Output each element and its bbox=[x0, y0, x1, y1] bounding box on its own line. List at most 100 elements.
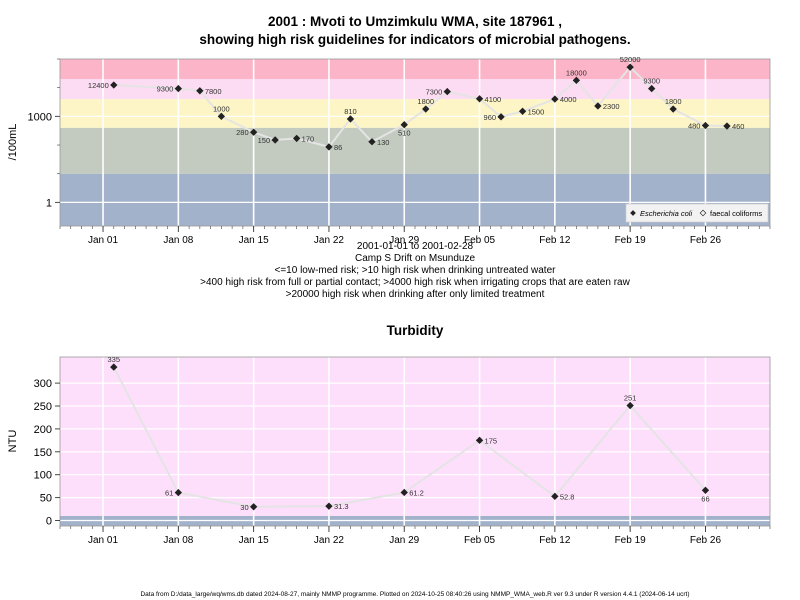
x-tick-label: Jan 29 bbox=[389, 535, 419, 546]
data-label: 52.8 bbox=[560, 492, 575, 501]
y-axis-label: /100mL bbox=[7, 124, 19, 161]
x-tick-label: Jan 15 bbox=[239, 235, 269, 246]
data-point bbox=[572, 76, 581, 85]
data-point bbox=[196, 87, 204, 95]
data-label: 130 bbox=[377, 138, 390, 147]
data-label: 7800 bbox=[205, 87, 222, 96]
data-label: 335 bbox=[108, 355, 121, 364]
data-point bbox=[422, 105, 430, 113]
x-tick-label: Feb 19 bbox=[615, 235, 647, 246]
x-tick-label: Jan 01 bbox=[88, 235, 118, 246]
y-tick-label: 200 bbox=[34, 424, 52, 436]
data-label: 251 bbox=[624, 394, 637, 403]
data-point bbox=[346, 115, 355, 123]
x-tick-label: Feb 05 bbox=[464, 235, 496, 246]
chart-title-line2: showing high risk guidelines for indicat… bbox=[199, 32, 630, 47]
x-tick-label: Jan 01 bbox=[88, 535, 118, 546]
y-tick-label: 150 bbox=[34, 447, 52, 459]
data-label: 12400 bbox=[88, 81, 109, 90]
chart-title-line1: 2001 : Mvoti to Umzimkulu WMA, site 1879… bbox=[268, 14, 562, 29]
data-point bbox=[325, 143, 333, 151]
data-label: 86 bbox=[334, 143, 342, 152]
x-tick-label: Feb 12 bbox=[539, 535, 571, 546]
data-label: 4000 bbox=[560, 95, 577, 104]
y-tick-label: 50 bbox=[40, 493, 52, 505]
footer-note: Data from D:/data_large/wq/wms.db dated … bbox=[140, 591, 689, 598]
data-point bbox=[626, 401, 634, 410]
legend-box bbox=[625, 203, 769, 223]
data-label: 61.2 bbox=[409, 488, 424, 497]
data-label: 810 bbox=[344, 107, 357, 116]
data-label: 31.3 bbox=[334, 502, 349, 511]
data-label: 7300 bbox=[426, 88, 443, 97]
y-axis-label: NTU bbox=[7, 430, 19, 453]
data-point bbox=[249, 128, 258, 136]
y-tick-label: 300 bbox=[34, 378, 52, 390]
data-point bbox=[400, 488, 408, 497]
legend-marker-ecoli bbox=[630, 210, 636, 216]
series-line bbox=[113, 65, 727, 149]
y-tick-label: 250 bbox=[34, 401, 52, 413]
data-point bbox=[497, 113, 505, 121]
subtitle-guideline-2: >400 high risk from full or partial cont… bbox=[200, 277, 630, 288]
y-tick-label: 1 bbox=[46, 197, 52, 209]
data-label: 280 bbox=[236, 128, 249, 137]
data-point bbox=[475, 436, 484, 445]
x-tick-label: Feb 19 bbox=[615, 535, 647, 546]
data-label: 9300 bbox=[157, 85, 174, 94]
x-tick-label: Jan 22 bbox=[314, 535, 344, 546]
x-tick-label: Feb 26 bbox=[690, 235, 722, 246]
turbidity-title: Turbidity bbox=[387, 323, 444, 338]
data-label: 30 bbox=[240, 503, 248, 512]
data-point bbox=[443, 87, 451, 96]
data-point bbox=[551, 492, 559, 500]
risk-band bbox=[60, 127, 770, 174]
microbial-panel: Jan 01 Jan 08 Jan 15 Jan 22 Jan 29 Feb 05 Feb … bbox=[7, 55, 771, 246]
data-label: 9300 bbox=[643, 77, 660, 86]
risk-band bbox=[60, 99, 770, 128]
data-label: 52000 bbox=[620, 55, 641, 64]
turbidity-panel: Jan 01 Jan 08 Jan 15 Jan 22 Jan 29 Feb 05 Feb … bbox=[7, 355, 771, 546]
subtitle-guideline-1: <=10 low-med risk; >10 high risk when dr… bbox=[275, 265, 557, 276]
legend-marker-faecal bbox=[699, 209, 707, 217]
data-label: 510 bbox=[398, 129, 411, 138]
x-tick-label: Jan 15 bbox=[239, 535, 269, 546]
x-tick-label: Feb 26 bbox=[690, 535, 722, 546]
legend-entry-ecoli: Escherichia coli bbox=[640, 209, 692, 218]
data-label: 170 bbox=[302, 134, 315, 143]
data-point bbox=[701, 486, 710, 494]
legend-entry-faecal: faecal coliforms bbox=[710, 209, 762, 218]
y-tick-label: 100 bbox=[34, 470, 52, 482]
data-label: 1500 bbox=[528, 107, 545, 116]
x-tick-label: Feb 05 bbox=[464, 535, 496, 546]
legend: Escherichia coli faecal coliforms bbox=[625, 203, 769, 223]
x-tick-label: Feb 12 bbox=[539, 235, 571, 246]
x-tick-label: Jan 22 bbox=[314, 235, 344, 246]
data-label: 4100 bbox=[485, 95, 502, 104]
data-label: 460 bbox=[732, 122, 745, 131]
data-label: 66 bbox=[701, 494, 709, 503]
data-point bbox=[368, 138, 376, 146]
x-tick-label: Jan 08 bbox=[163, 535, 193, 546]
data-point bbox=[249, 503, 258, 511]
data-point bbox=[110, 81, 118, 89]
subtitle-guideline-3: >20000 high risk when drinking after onl… bbox=[286, 289, 545, 300]
data-label: 2300 bbox=[603, 102, 620, 111]
data-label: 175 bbox=[485, 436, 498, 445]
data-point bbox=[217, 112, 226, 121]
data-point bbox=[723, 122, 731, 130]
subtitle-site: Camp S Drift on Msunduze bbox=[355, 253, 475, 264]
data-point bbox=[400, 121, 408, 129]
data-label: 1800 bbox=[665, 97, 682, 106]
data-point bbox=[325, 502, 333, 510]
data-label: 960 bbox=[484, 113, 497, 122]
data-label: 18000 bbox=[566, 68, 587, 77]
data-label: 480 bbox=[688, 121, 701, 130]
y-tick-label: 1000 bbox=[28, 111, 52, 123]
data-label: 1000 bbox=[213, 104, 230, 113]
risk-band bbox=[60, 59, 770, 80]
data-label: 150 bbox=[258, 136, 271, 145]
x-tick-label: Jan 08 bbox=[163, 235, 193, 246]
x-tick-label: Jan 29 bbox=[389, 235, 419, 246]
